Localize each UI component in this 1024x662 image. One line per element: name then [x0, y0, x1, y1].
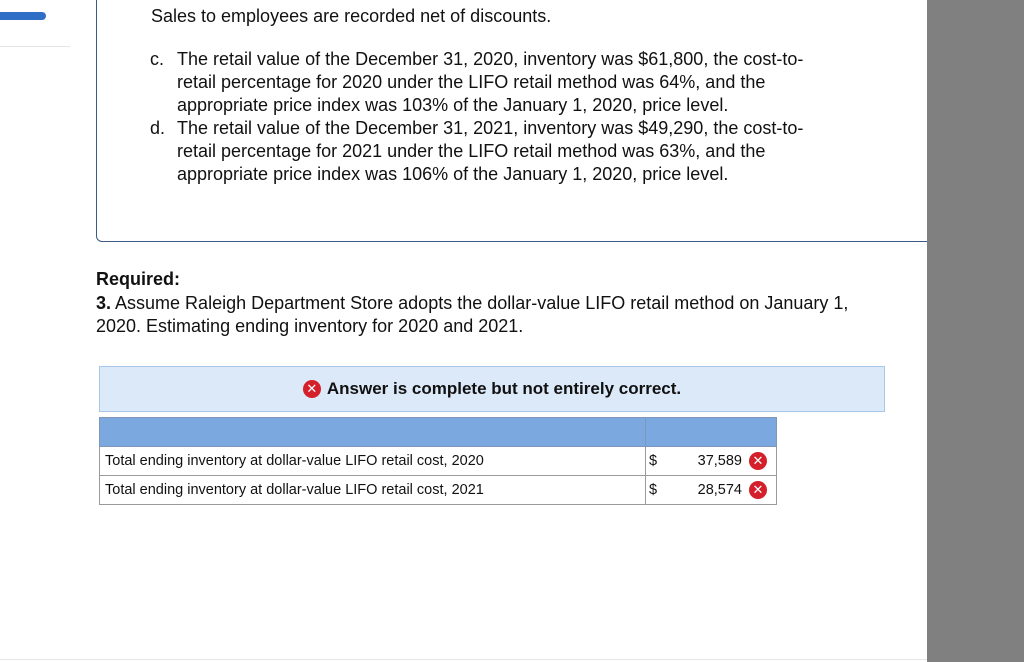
answer-table: Total ending inventory at dollar-value L…	[99, 417, 777, 505]
item-text: The retail value of the December 31, 202…	[177, 117, 803, 186]
table-header-cell	[99, 417, 646, 447]
problem-intro-line: Sales to employees are recorded net of d…	[151, 6, 552, 26]
item-line: retail percentage for 2021 under the LIF…	[177, 141, 766, 161]
table-row: Total ending inventory at dollar-value L…	[99, 446, 777, 476]
incorrect-x-icon: ✕	[749, 481, 767, 499]
question-line: 2020. Estimating ending inventory for 20…	[96, 316, 524, 336]
incorrect-x-icon: ✕	[749, 452, 767, 470]
question-number: 3.	[96, 293, 112, 313]
item-line: appropriate price index was 103% of the …	[177, 95, 729, 115]
required-heading: Required:	[96, 269, 181, 289]
item-line: retail percentage for 2020 under the LIF…	[177, 72, 766, 92]
answer-input-cell[interactable]: $ 37,589 ✕	[645, 446, 777, 476]
item-line: The retail value of the December 31, 202…	[177, 118, 804, 138]
feedback-message: Answer is complete but not entirely corr…	[326, 379, 682, 398]
nav-tab-indicator[interactable]	[0, 12, 46, 20]
answer-value[interactable]: 28,574	[697, 482, 742, 498]
row-label: Total ending inventory at dollar-value L…	[99, 446, 646, 476]
answer-value[interactable]: 37,589	[697, 453, 742, 469]
feedback-banner: ✕ Answer is complete but not entirely co…	[99, 366, 885, 412]
item-marker: c.	[150, 49, 165, 69]
table-header-row	[99, 417, 777, 447]
item-line: appropriate price index was 106% of the …	[177, 164, 729, 184]
side-gray-panel	[927, 0, 1024, 662]
currency-symbol: $	[649, 482, 658, 498]
question-line: Assume Raleigh Department Store adopts t…	[115, 293, 849, 313]
item-marker: d.	[150, 118, 166, 138]
nav-divider	[0, 46, 70, 47]
table-header-cell	[645, 417, 777, 447]
problem-info-box	[96, 0, 948, 242]
item-text: The retail value of the December 31, 202…	[177, 48, 803, 117]
bottom-divider	[0, 659, 927, 660]
row-label: Total ending inventory at dollar-value L…	[99, 475, 646, 505]
table-row: Total ending inventory at dollar-value L…	[99, 475, 777, 505]
required-question: 3. Assume Raleigh Department Store adopt…	[96, 292, 848, 338]
incorrect-x-icon: ✕	[302, 380, 321, 398]
currency-symbol: $	[649, 453, 658, 469]
answer-input-cell[interactable]: $ 28,574 ✕	[645, 475, 777, 505]
item-line: The retail value of the December 31, 202…	[177, 49, 804, 69]
